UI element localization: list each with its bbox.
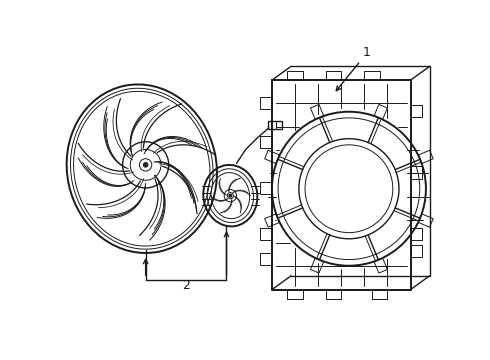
Bar [268,121,282,129]
Circle shape [229,194,232,197]
Text: 2: 2 [182,279,190,292]
Circle shape [144,163,147,166]
Text: 1: 1 [363,46,370,59]
